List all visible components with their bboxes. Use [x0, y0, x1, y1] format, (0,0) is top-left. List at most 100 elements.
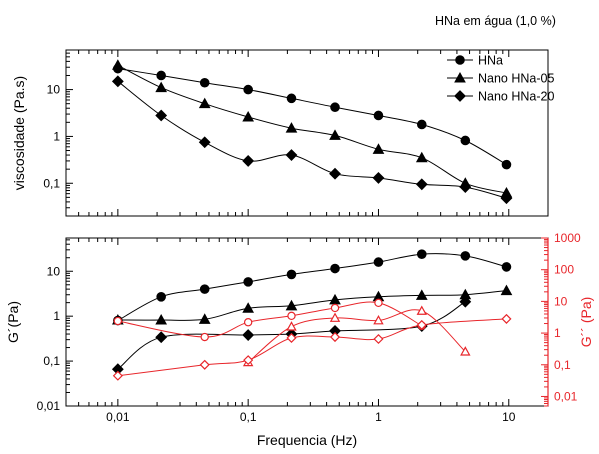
top-data-point — [329, 129, 341, 140]
bottom-data-point — [416, 319, 427, 331]
top-data-point — [460, 135, 471, 146]
bottom-data-point — [501, 262, 512, 272]
legend-label: HNa — [478, 54, 503, 68]
bottom-data-point — [416, 305, 428, 315]
top-data-point — [243, 84, 253, 95]
top-series-1 — [112, 59, 513, 198]
top-data-point — [501, 159, 512, 170]
top-data-point — [155, 109, 168, 122]
top-data-point — [373, 110, 384, 121]
x-axis-label: Frequencia (Hz) — [257, 432, 357, 448]
top-y-tick-label: 1 — [53, 129, 60, 143]
x-tick-label: 1 — [375, 410, 382, 424]
bottom-data-point — [199, 284, 210, 294]
legend-marker — [455, 55, 465, 65]
legend: HNa Nano HNa-05 Nano HNa-20 — [447, 54, 554, 104]
bottom-data-point — [460, 346, 471, 356]
bottom-data-point — [286, 321, 297, 331]
top-series-0 — [113, 63, 512, 170]
bottom-y-axis-label: G´(Pa) — [5, 301, 21, 343]
bottom-data-point — [243, 277, 253, 287]
bottom-data-point — [112, 370, 123, 381]
top-data-point — [155, 81, 168, 93]
top-data-point — [330, 102, 340, 113]
bottom-data-point — [199, 359, 210, 370]
bottom-data-point — [200, 332, 209, 342]
top-y-axis-label: viscosidade (Pa.s) — [11, 76, 27, 190]
top-data-point — [198, 97, 211, 109]
bottom-data-point — [155, 331, 168, 344]
bottom-data-point — [243, 318, 253, 327]
bottom-data-point — [373, 315, 384, 325]
bottom-series-line — [117, 253, 507, 321]
x-tick-label: 10 — [502, 410, 516, 424]
legend-label: Nano HNa-05 — [478, 72, 554, 86]
bottom-series-line — [117, 318, 507, 377]
x-tick-label: 0,1 — [240, 410, 257, 424]
bottom-data-point — [374, 298, 383, 308]
top-plot-frame — [65, 49, 549, 217]
bottom-axis-ticks: 0,01 0,1 1 10 0,01 0,1 1 10 0,01 0,1 1 10 100 1000 — [37, 231, 581, 424]
top-data-point — [242, 155, 255, 167]
bottom-series-line — [117, 290, 507, 321]
bottom-data-point — [329, 331, 341, 343]
x-tick-label: 0,01 — [106, 410, 130, 424]
top-data-point — [329, 167, 341, 180]
bottom-y-tick-label: 0,01 — [37, 399, 61, 413]
bottom-data-point — [330, 303, 340, 313]
top-y-tick-label: 10 — [47, 83, 61, 97]
bottom-y2-y-tick-label: 100 — [554, 263, 574, 277]
bottom-series-group — [111, 249, 513, 381]
bottom-data-point — [198, 313, 211, 324]
top-data-point — [111, 75, 124, 88]
bottom-plot-frame — [65, 237, 549, 407]
legend-marker — [454, 71, 466, 83]
top-data-point — [372, 143, 385, 154]
bottom-y2-y-tick-label: 1000 — [554, 231, 581, 245]
top-data-point — [415, 151, 428, 163]
bottom-data-point — [330, 263, 340, 274]
top-y-tick-label: 0,1 — [43, 176, 60, 190]
bottom-y-tick-label: 1 — [53, 309, 60, 323]
top-data-point — [285, 122, 298, 133]
bottom-data-point — [373, 257, 384, 267]
bottom-data-point — [286, 269, 297, 280]
bottom-data-point — [415, 289, 428, 300]
bottom-data-point — [242, 329, 255, 341]
top-series-2 — [111, 75, 513, 205]
bottom-data-point — [287, 311, 296, 321]
top-series-line — [117, 68, 507, 166]
top-data-point — [286, 93, 297, 104]
bottom-data-point — [501, 313, 512, 324]
bottom-data-point — [459, 295, 472, 308]
bottom-data-point — [460, 251, 471, 261]
bottom-data-point — [285, 299, 298, 311]
bottom-y2-y-tick-label: 0,1 — [554, 358, 571, 372]
top-data-point — [372, 172, 385, 184]
bottom-y-tick-label: 10 — [47, 264, 61, 278]
bottom-y2-y-tick-label: 1 — [554, 326, 561, 340]
bottom-data-point — [373, 333, 384, 345]
bottom-series-1 — [112, 284, 513, 325]
top-data-point — [415, 178, 428, 191]
bottom-y2-axis-label: G´´ (Pa) — [578, 297, 594, 348]
top-axis-ticks: 0,1 1 10 — [43, 49, 549, 217]
bottom-y2-y-tick-label: 10 — [554, 294, 568, 308]
bottom-data-point — [500, 284, 513, 296]
legend-marker — [454, 90, 466, 102]
bottom-y2-y-tick-label: 0,01 — [554, 389, 578, 403]
bottom-series-5 — [112, 313, 512, 381]
top-data-point — [199, 77, 210, 88]
bottom-data-point — [416, 249, 427, 259]
bottom-y-tick-label: 0,1 — [43, 354, 60, 368]
top-data-point — [459, 181, 472, 193]
figure-title: HNa em água (1,0 %) — [435, 14, 556, 28]
bottom-data-point — [243, 355, 254, 366]
top-series-line — [117, 80, 507, 199]
top-panel: 0,1 1 10 HNa Nano HNa-05 Nano HNa-20 viscosi… — [11, 49, 554, 217]
bottom-data-point — [113, 316, 123, 326]
top-data-point — [285, 149, 298, 161]
top-data-point — [198, 136, 211, 149]
bottom-data-point — [329, 312, 341, 322]
